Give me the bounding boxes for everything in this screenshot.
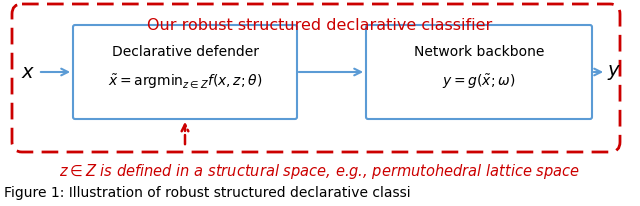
Text: $y$: $y$ [607, 63, 621, 82]
Text: Our robust structured declarative classifier: Our robust structured declarative classi… [147, 18, 493, 33]
Text: Figure 1: Illustration of robust structured declarative classi: Figure 1: Illustration of robust structu… [4, 185, 411, 199]
FancyBboxPatch shape [366, 26, 592, 119]
Text: $y = g(\tilde{x}; \omega)$: $y = g(\tilde{x}; \omega)$ [442, 72, 516, 91]
Text: Declarative defender: Declarative defender [111, 45, 259, 59]
Text: $x$: $x$ [21, 63, 35, 82]
Text: $z \in Z$ is defined in a structural space, e.g., permutohedral lattice space: $z \in Z$ is defined in a structural spa… [60, 161, 580, 180]
Text: Network backbone: Network backbone [414, 45, 544, 59]
FancyBboxPatch shape [73, 26, 297, 119]
FancyBboxPatch shape [12, 5, 620, 152]
Text: $\tilde{x} = \mathrm{argmin}_{z\in Z}f(x, z; \theta)$: $\tilde{x} = \mathrm{argmin}_{z\in Z}f(x… [108, 72, 262, 91]
